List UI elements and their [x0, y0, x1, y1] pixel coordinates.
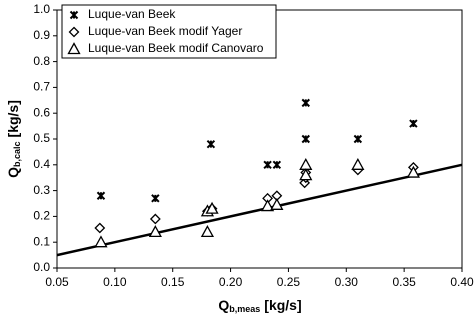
marker	[206, 139, 216, 149]
legend-marker	[67, 42, 81, 55]
y-axis-title: Qb,calc [kg/s]	[5, 100, 23, 178]
x-tick-label: 0.35	[392, 275, 416, 289]
marker	[261, 199, 275, 212]
y-tick-label: 0.3	[33, 183, 50, 197]
x-label-main: Q	[218, 297, 229, 313]
marker	[205, 201, 219, 214]
y-tick-label: 0.6	[33, 105, 50, 119]
legend-box	[61, 4, 277, 59]
x-tick-label: 0.10	[103, 275, 127, 289]
y-tick-label: 0.0	[33, 260, 50, 274]
reference-line	[56, 163, 463, 257]
marker	[151, 194, 160, 203]
y-label-main: Q	[5, 167, 21, 178]
x-tick-label: 0.30	[335, 275, 359, 289]
marker	[200, 225, 215, 238]
x-label-sub: b,meas	[229, 304, 260, 314]
marker	[94, 222, 106, 234]
marker	[353, 134, 363, 144]
y-label-unit: [kg/s]	[5, 100, 21, 137]
y-tick-label: 1.0	[33, 2, 50, 16]
marker	[149, 213, 161, 225]
marker	[263, 160, 272, 170]
y-tick-label: 0.8	[33, 54, 50, 68]
legend-label: Luque-van Beek modif Yager	[88, 24, 242, 38]
marker	[409, 119, 418, 128]
marker	[94, 235, 108, 248]
y-label-sub: b,calc	[12, 141, 22, 167]
legend-label: Luque-van Beek modif Canovaro	[88, 41, 264, 55]
marker	[299, 168, 313, 181]
legend-marker	[69, 10, 79, 20]
x-tick-label: 0.40	[450, 275, 474, 289]
marker	[272, 160, 282, 170]
x-tick-label: 0.05	[45, 275, 69, 289]
marker	[351, 157, 365, 170]
marker	[270, 197, 284, 210]
marker	[148, 225, 162, 238]
marker	[406, 165, 420, 178]
y-tick-label: 0.1	[33, 234, 50, 248]
x-label-unit: [kg/s]	[264, 297, 301, 313]
marker	[299, 157, 313, 170]
y-tick-label: 0.4	[33, 157, 50, 171]
x-tick-label: 0.25	[277, 275, 301, 289]
marker	[299, 177, 311, 189]
marker	[301, 98, 310, 108]
y-tick-label: 0.9	[33, 28, 50, 42]
marker	[301, 134, 310, 144]
x-tick-label: 0.20	[219, 275, 243, 289]
y-tick-label: 0.2	[33, 209, 50, 223]
legend-marker	[68, 26, 80, 38]
marker	[96, 191, 106, 200]
y-tick-label: 0.7	[33, 80, 50, 94]
y-tick-label: 0.5	[33, 131, 50, 145]
x-axis-title: Qb,meas [kg/s]	[218, 297, 301, 315]
x-tick-label: 0.15	[161, 275, 185, 289]
legend-label: Luque-van Beek	[88, 7, 176, 21]
